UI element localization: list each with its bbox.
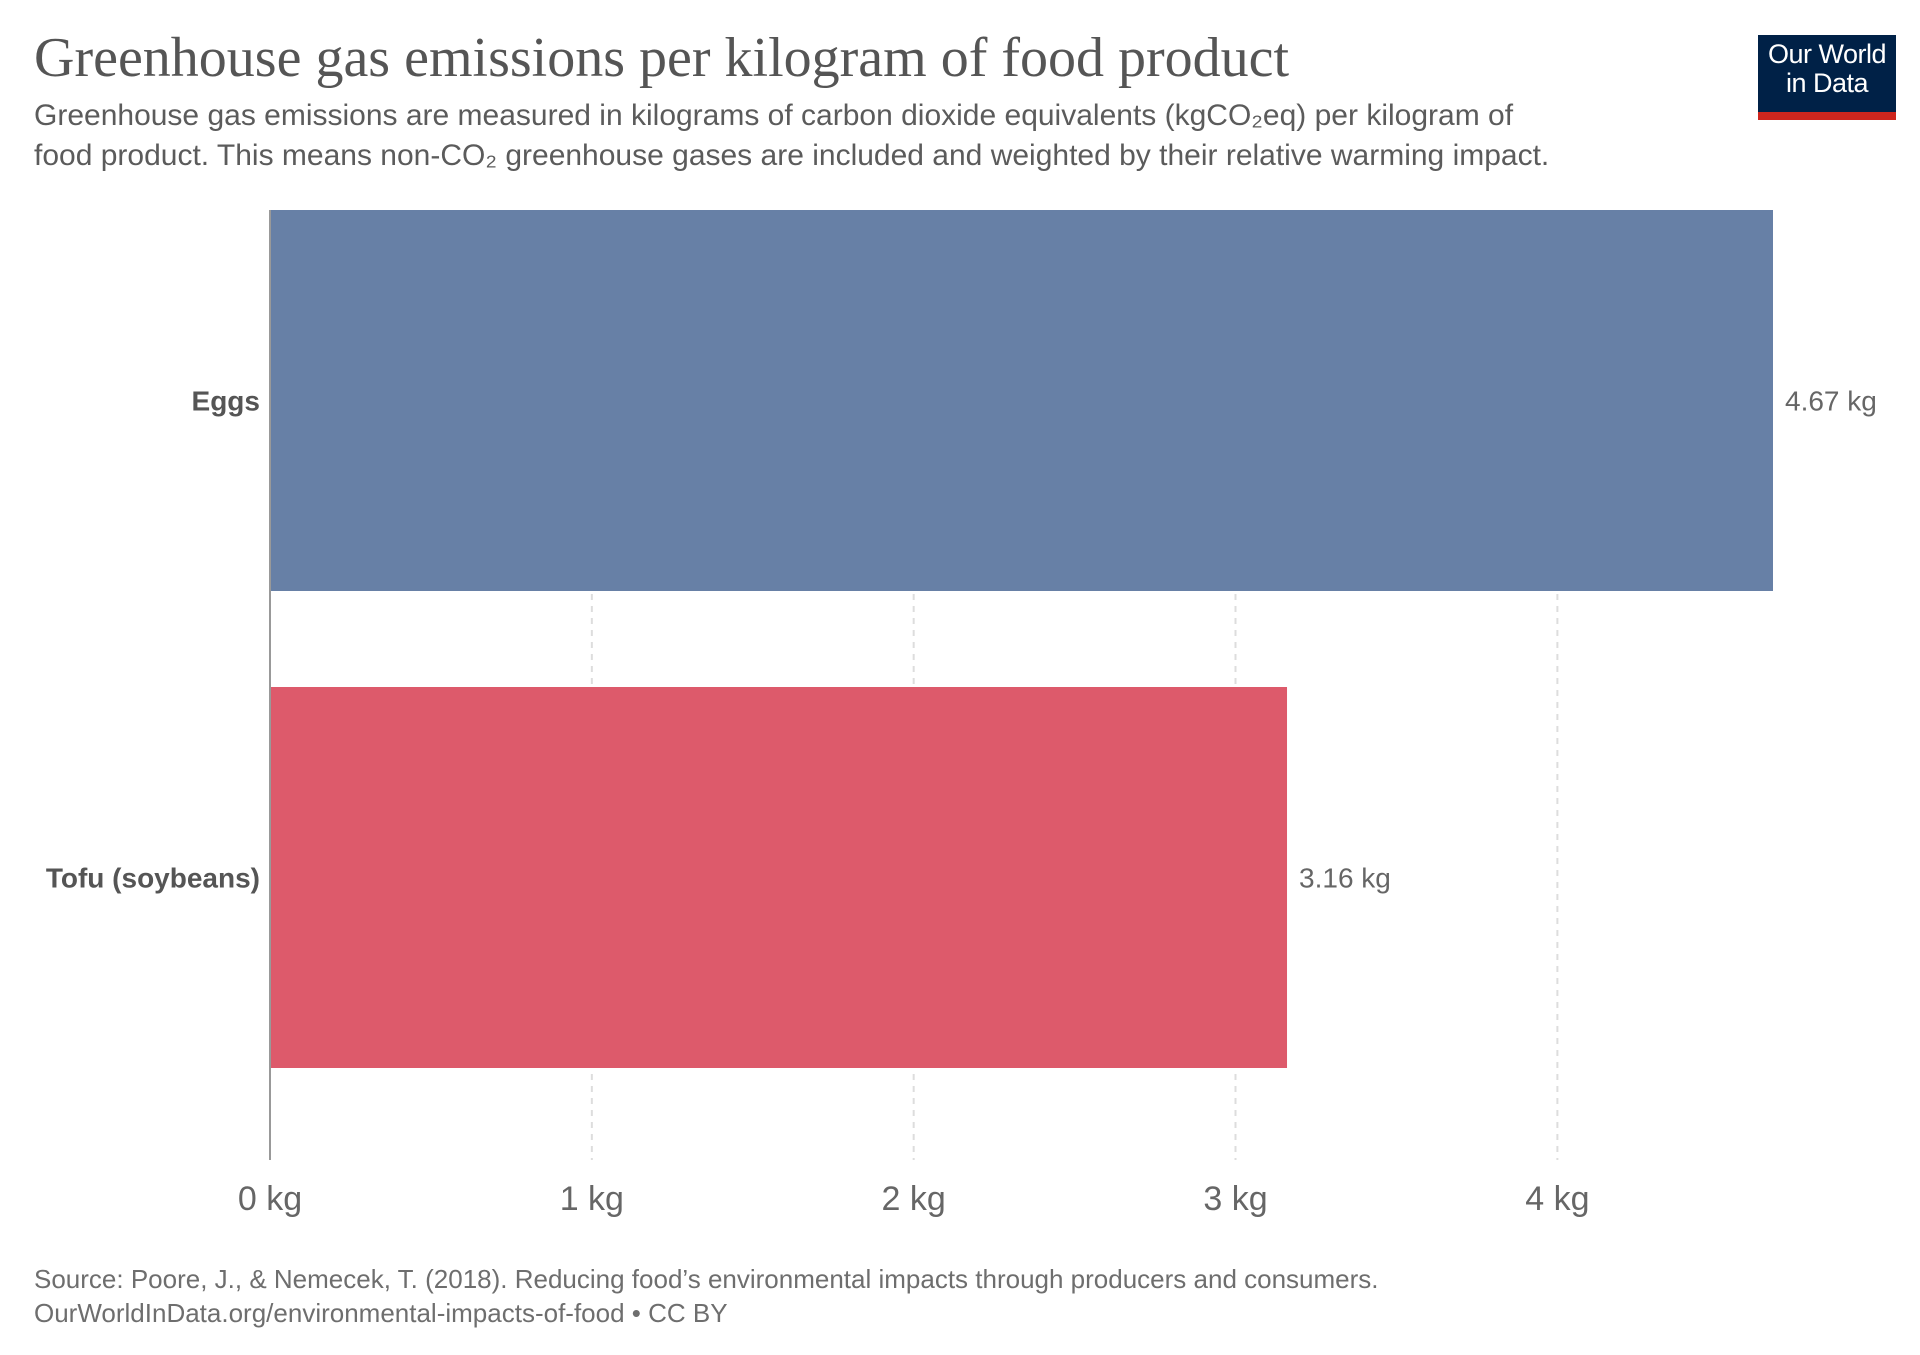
x-tick-label: 0 kg	[238, 1180, 302, 1218]
x-tick-label: 4 kg	[1525, 1180, 1589, 1218]
bar-eggs[interactable]	[270, 210, 1773, 591]
category-label-eggs: Eggs	[192, 386, 260, 417]
x-tick-label: 2 kg	[882, 1180, 946, 1218]
chart-title: Greenhouse gas emissions per kilogram of…	[34, 27, 1290, 89]
bar-tofu-soybeans[interactable]	[270, 687, 1288, 1068]
bar-layer	[270, 210, 1773, 1068]
value-label-eggs: 4.67 kg	[1785, 386, 1877, 417]
label-layer: 0 kg 1 kg 2 kg 3 kg 4 kg Eggs 4.67 kg Tofu (soy…	[46, 386, 1877, 1219]
x-tick-label: 1 kg	[560, 1180, 624, 1218]
source-link[interactable]: OurWorldInData.org/environmental-impacts…	[34, 1298, 728, 1328]
source-citation: Source: Poore, J., & Nemecek, T. (2018).…	[34, 1264, 1379, 1294]
logo-line-1: Our World	[1767, 39, 1887, 69]
source-note: Source: Poore, J., & Nemecek, T. (2018).…	[34, 1262, 1379, 1330]
chart-subtitle: Greenhouse gas emissions are measured in…	[34, 96, 1734, 176]
value-label-tofu-soybeans: 3.16 kg	[1299, 863, 1391, 894]
subtitle-line-1: Greenhouse gas emissions are measured in…	[34, 99, 1514, 132]
x-tick-label: 3 kg	[1203, 1180, 1267, 1218]
our-world-in-data-logo[interactable]: Our World in Data	[1758, 35, 1896, 120]
subtitle-line-2: food product. This means non-CO₂ greenho…	[34, 139, 1550, 172]
logo-line-2: in Data	[1785, 68, 1869, 98]
category-label-tofu-soybeans: Tofu (soybeans)	[46, 863, 260, 894]
